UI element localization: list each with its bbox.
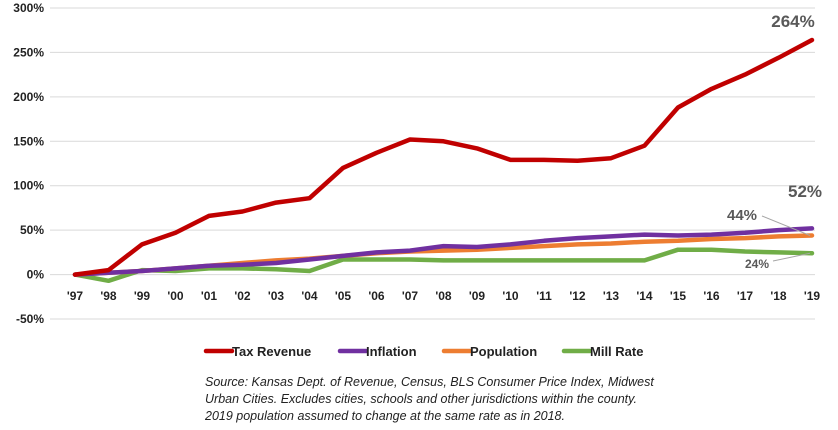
series-line-mill-rate <box>72 247 815 284</box>
y-tick-label: 50% <box>20 223 44 237</box>
x-tick-label: '98 <box>100 289 117 303</box>
annotation-leader <box>772 252 811 262</box>
x-tick-label: '01 <box>201 289 218 303</box>
y-tick-label: -50% <box>16 312 44 326</box>
y-tick-label: 300% <box>13 1 44 15</box>
x-tick-label: '03 <box>268 289 285 303</box>
y-tick-label: 150% <box>13 134 44 148</box>
annotation-leader <box>761 215 811 236</box>
annotation-label: 44% <box>727 207 757 224</box>
source-line-3: 2019 population assumed to change at the… <box>205 409 565 423</box>
legend-label: Mill Rate <box>590 344 643 359</box>
x-tick-label: '02 <box>234 289 251 303</box>
x-tick-label: '16 <box>703 289 720 303</box>
x-tick-label: '11 <box>536 289 552 303</box>
x-tick-label: '05 <box>335 289 352 303</box>
x-tick-label: '14 <box>636 289 653 303</box>
x-tick-label: '10 <box>502 289 519 303</box>
source-line-2: Urban Cities. Excludes cities, schools a… <box>205 392 637 406</box>
x-tick-label: '04 <box>301 289 318 303</box>
x-tick-label: '07 <box>402 289 419 303</box>
legend-label: Tax Revenue <box>232 344 311 359</box>
y-tick-label: 100% <box>13 179 44 193</box>
x-tick-label: '09 <box>469 289 486 303</box>
source-line-1: Source: Kansas Dept. of Revenue, Census,… <box>205 375 654 389</box>
annotation-label: 264% <box>771 12 814 31</box>
y-tick-label: 0% <box>27 268 45 282</box>
x-tick-label: '12 <box>569 289 586 303</box>
x-tick-label: '18 <box>770 289 787 303</box>
x-tick-label: '13 <box>603 289 620 303</box>
series-line-inflation <box>72 226 815 277</box>
x-tick-label: '08 <box>435 289 452 303</box>
legend-label: Inflation <box>366 344 417 359</box>
y-tick-label: 200% <box>13 90 44 104</box>
series-line-tax-revenue <box>72 37 815 277</box>
y-tick-label: 250% <box>13 45 44 59</box>
x-tick-label: '97 <box>67 289 84 303</box>
source-note: Source: Kansas Dept. of Revenue, Census,… <box>205 374 825 425</box>
x-tick-label: '00 <box>167 289 184 303</box>
x-tick-label: '99 <box>134 289 151 303</box>
x-tick-label: '06 <box>368 289 385 303</box>
x-tick-label: '15 <box>670 289 687 303</box>
annotation-label: 52% <box>788 182 822 201</box>
legend-label: Population <box>470 344 537 359</box>
annotation-label: 24% <box>745 257 769 271</box>
x-tick-label: '17 <box>737 289 754 303</box>
x-tick-label: '19 <box>804 289 821 303</box>
